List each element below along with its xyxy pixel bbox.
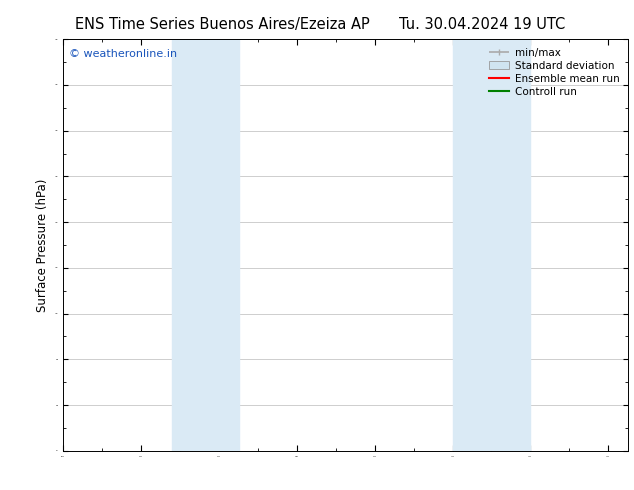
- Text: Tu. 30.04.2024 19 UTC: Tu. 30.04.2024 19 UTC: [399, 17, 565, 32]
- Y-axis label: Surface Pressure (hPa): Surface Pressure (hPa): [37, 178, 49, 312]
- Text: ENS Time Series Buenos Aires/Ezeiza AP: ENS Time Series Buenos Aires/Ezeiza AP: [75, 17, 369, 32]
- Bar: [172, 39, 238, 451]
- Legend: min/max, Standard deviation, Ensemble mean run, Controll run: min/max, Standard deviation, Ensemble me…: [486, 45, 623, 100]
- Bar: [453, 39, 531, 451]
- Text: © weatheronline.in: © weatheronline.in: [69, 49, 177, 59]
